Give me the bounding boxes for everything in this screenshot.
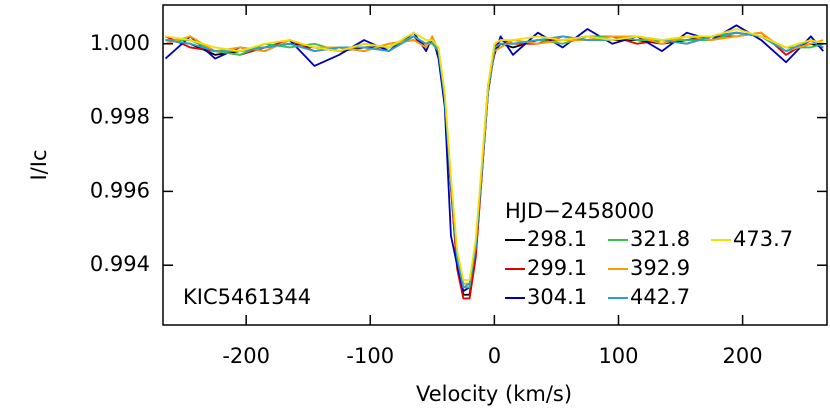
- x-axis-label: Velocity (km/s): [416, 382, 572, 406]
- legend-label: 321.8: [630, 227, 690, 251]
- x-tick-label: -200: [222, 344, 270, 368]
- series-line: [165, 31, 824, 296]
- series-line: [165, 31, 824, 289]
- y-tick-label: 0.996: [90, 178, 150, 202]
- series-line: [165, 31, 824, 285]
- series-line: [165, 28, 824, 281]
- y-tick-label: 0.994: [90, 252, 150, 276]
- y-axis-label: I/Ic: [27, 149, 51, 180]
- plot-lines: [164, 24, 824, 300]
- y-tick-label: 0.998: [90, 105, 150, 129]
- legend-label: 298.1: [527, 227, 587, 251]
- annotation: KIC5461344: [183, 285, 311, 309]
- legend-label: 442.7: [630, 285, 690, 309]
- legend-label: 304.1: [527, 285, 587, 309]
- y-tick-label: 1.000: [90, 31, 150, 55]
- legend-label: 392.9: [630, 256, 690, 280]
- x-tick-label: -100: [346, 344, 394, 368]
- legend-title: HJD−2458000: [505, 199, 654, 223]
- x-tick-label: 100: [598, 344, 638, 368]
- x-tick-label: 200: [723, 344, 763, 368]
- series-line: [165, 31, 824, 289]
- x-tick-label: 0: [488, 344, 501, 368]
- series-line: [165, 31, 824, 300]
- legend-label: 299.1: [527, 256, 587, 280]
- series-line: [164, 24, 824, 292]
- legend-label: 473.7: [733, 227, 793, 251]
